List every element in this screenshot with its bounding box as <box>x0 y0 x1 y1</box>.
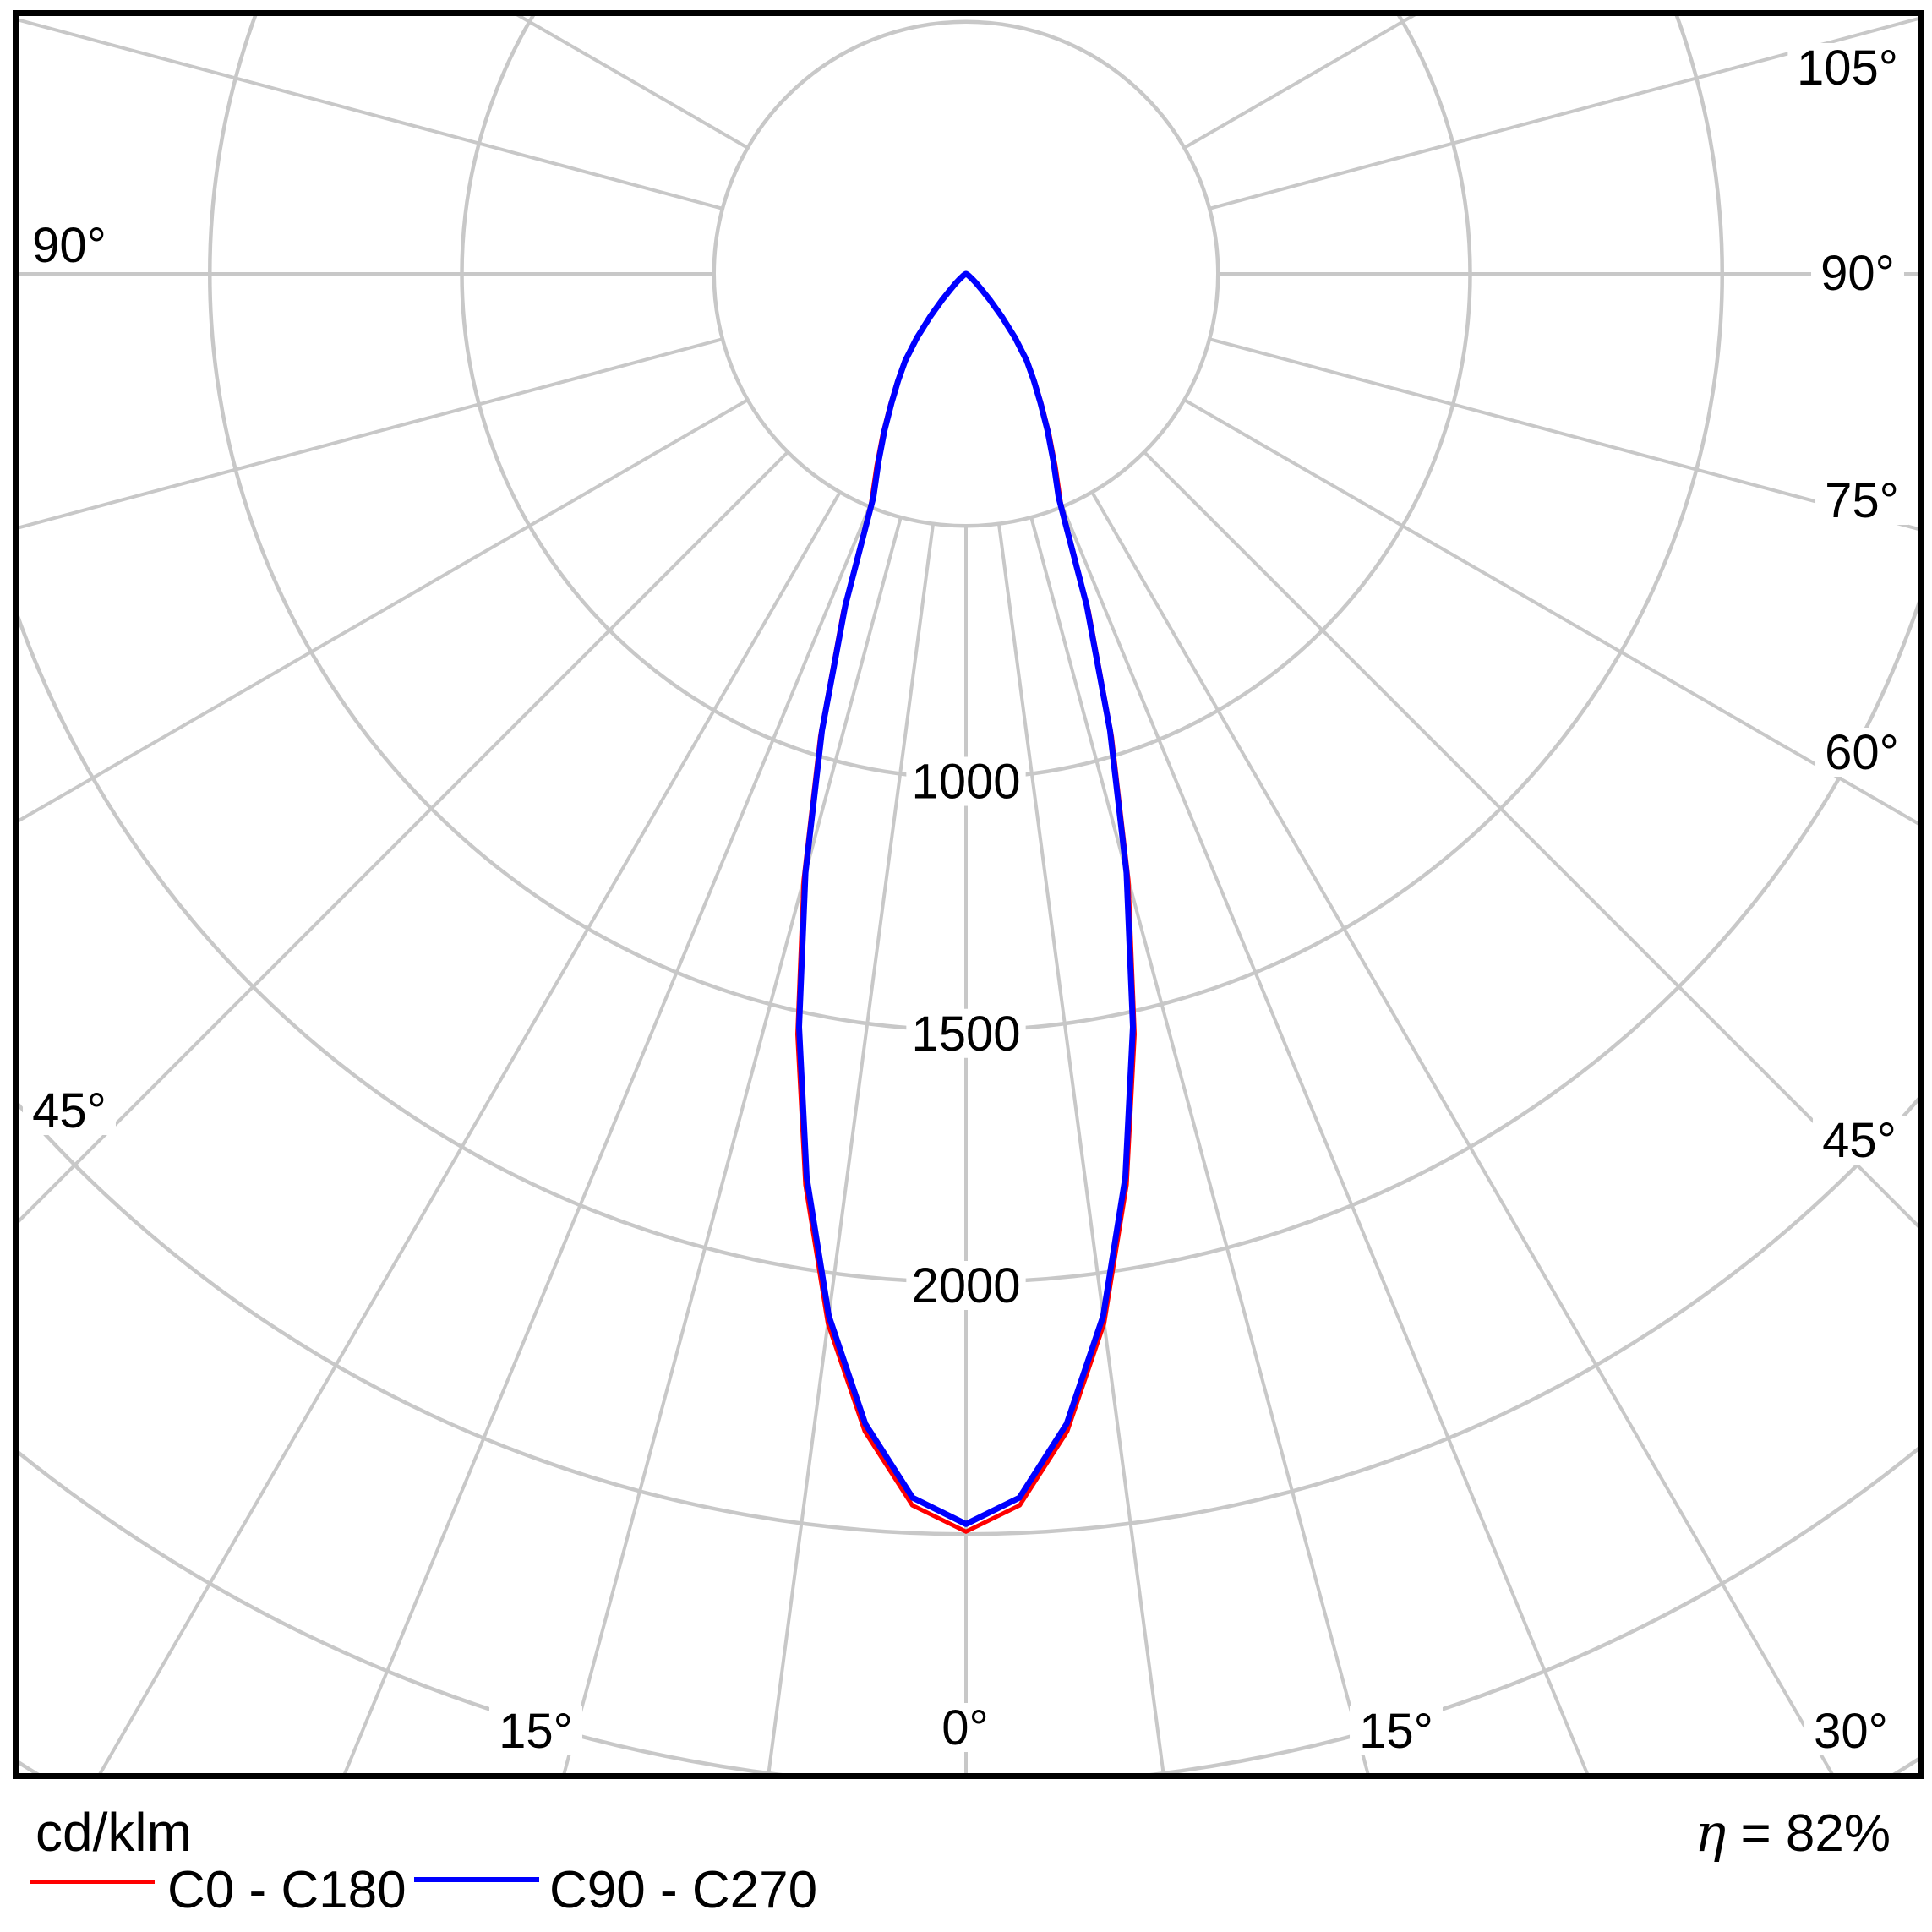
efficiency-value: = 82% <box>1740 1804 1891 1863</box>
angle-label-right-105-bg <box>1787 43 1907 92</box>
angle-label-bottom-right-15-bg <box>1350 1706 1443 1755</box>
units-label: cd/klm <box>35 1802 192 1863</box>
grid-ray--30 <box>96 491 842 1776</box>
angle-label-bottom-0: 0° <box>941 1700 988 1755</box>
grid-ray-30 <box>1090 491 1836 1776</box>
grid-ray-45 <box>1143 450 1922 1232</box>
angle-label-right-105: 105° <box>1797 41 1898 96</box>
angle-label-bottom-right-30: 30° <box>1814 1704 1888 1759</box>
grid-ray--75 <box>15 337 723 531</box>
eta-symbol: η <box>1695 1802 1727 1864</box>
grid-ray-105 <box>1209 16 1922 210</box>
radius-label-2000-bg <box>906 1261 1026 1310</box>
grid-ray--105 <box>15 17 723 210</box>
grid-ray-15 <box>1029 516 1371 1776</box>
angle-label-left-90: 90° <box>32 218 106 273</box>
radius-label-1500: 1500 <box>911 1007 1020 1062</box>
grid-ray-22.5 <box>1061 505 1591 1776</box>
angle-label-right-60-bg <box>1815 728 1908 777</box>
plot-frame <box>13 10 1924 1779</box>
grid-ray--15 <box>561 516 903 1776</box>
angle-label-left-45: 45° <box>32 1083 106 1138</box>
radius-label-2000: 2000 <box>911 1258 1020 1313</box>
grid-ray--7.5 <box>766 523 936 1776</box>
grid-ray--60 <box>15 398 749 825</box>
angle-label-right-75: 75° <box>1825 473 1899 528</box>
angle-label-bottom-0-bg <box>931 1703 999 1752</box>
angle-label-bottom-left-15: 15° <box>499 1704 573 1759</box>
grid-ray-75 <box>1209 337 1922 532</box>
curve-c90-c270 <box>796 270 1136 1527</box>
efficiency-label: η = 82% <box>1695 1807 1891 1860</box>
angle-label-right-90-bg <box>1811 248 1904 297</box>
angle-label-right-75-bg <box>1815 476 1908 525</box>
angle-label-right-45-bg <box>1813 1116 1906 1165</box>
grid-ray--22.5 <box>341 505 871 1776</box>
angle-label-left-45-bg <box>23 1086 116 1135</box>
angle-label-left-90-bg <box>23 221 116 270</box>
radius-label-1000: 1000 <box>911 755 1020 810</box>
grid-ray-7.5 <box>996 523 1166 1776</box>
radius-label-1000-bg <box>906 756 1026 806</box>
angle-label-right-45: 45° <box>1822 1113 1897 1168</box>
angle-label-right-60: 60° <box>1825 725 1899 780</box>
radius-label-1500-bg <box>906 1008 1026 1058</box>
angle-label-bottom-right-15: 15° <box>1359 1704 1433 1759</box>
angle-label-bottom-right-30-bg <box>1804 1706 1897 1755</box>
angle-label-bottom-left-15-bg <box>489 1706 582 1755</box>
grid-ray-60 <box>1183 398 1922 828</box>
angle-label-right-90: 90° <box>1820 246 1895 301</box>
grid-ray--45 <box>15 450 789 1227</box>
grid-ray--120 <box>510 13 749 150</box>
